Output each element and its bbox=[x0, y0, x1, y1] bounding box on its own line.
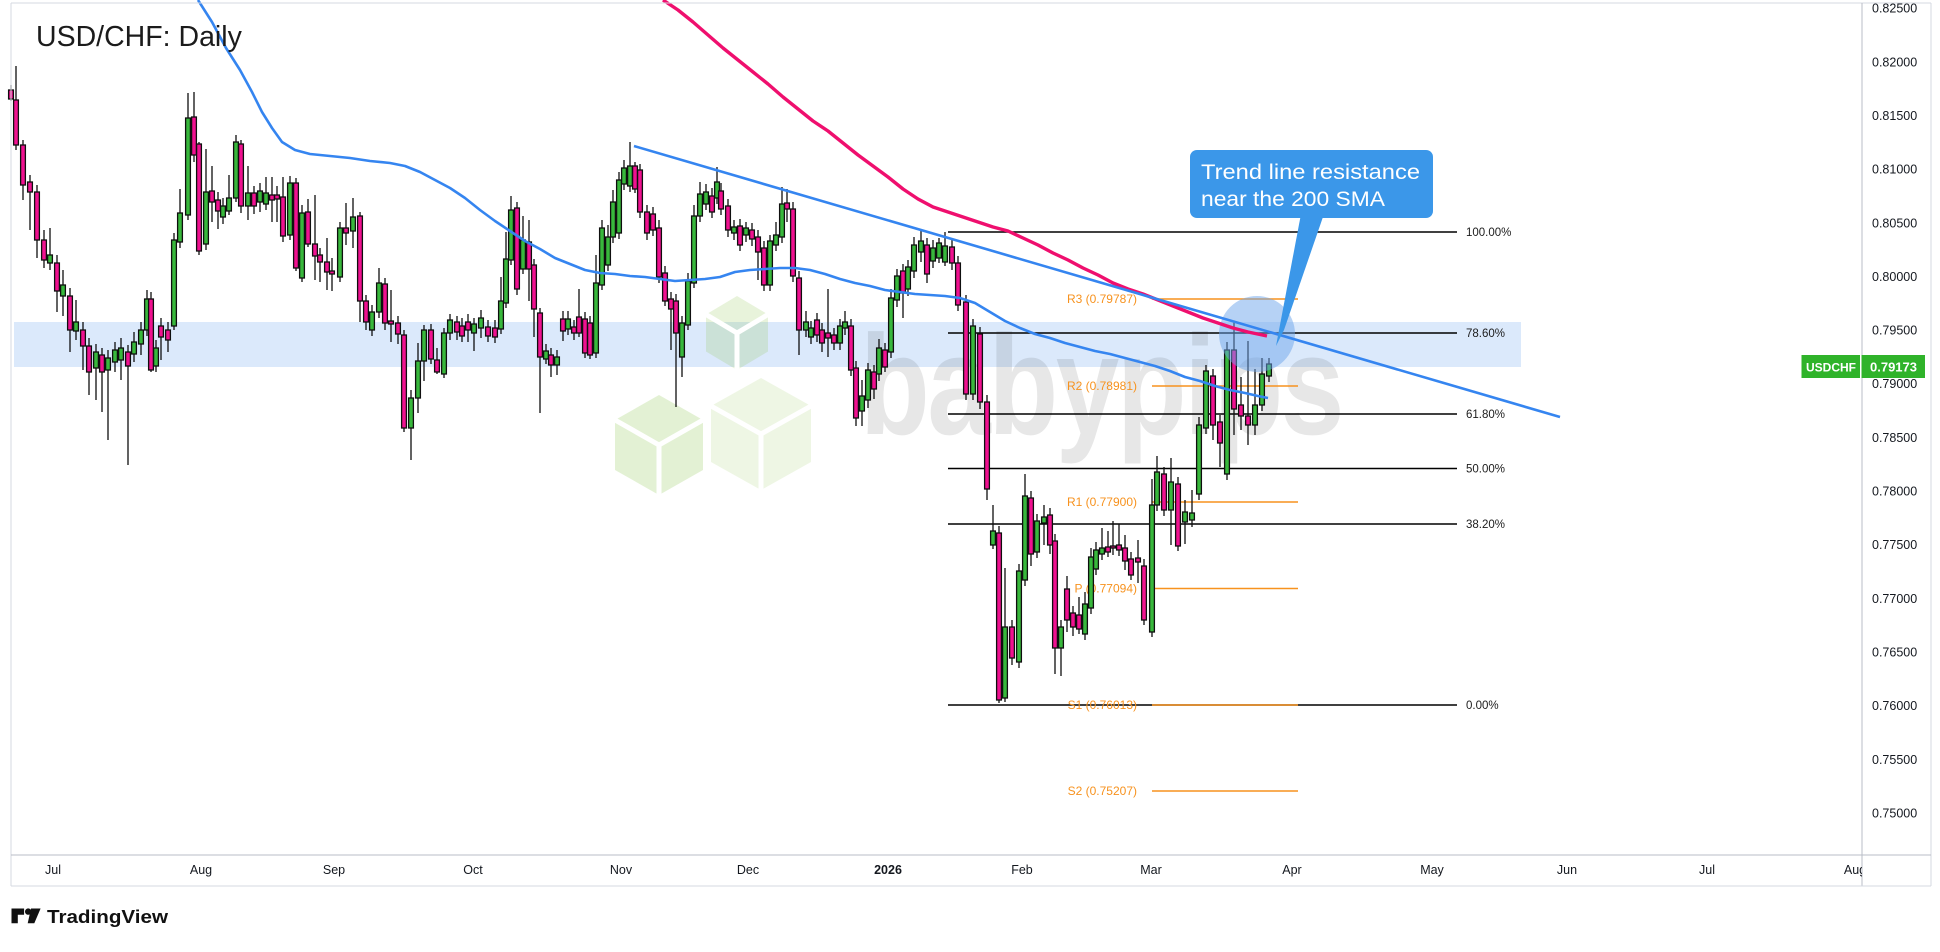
svg-text:0.77000: 0.77000 bbox=[1872, 592, 1917, 606]
svg-text:0.82000: 0.82000 bbox=[1872, 55, 1917, 69]
svg-text:Jun: Jun bbox=[1557, 863, 1577, 877]
svg-text:Aug: Aug bbox=[1844, 863, 1866, 877]
svg-text:Jul: Jul bbox=[45, 863, 61, 877]
svg-text:near the 200 SMA: near the 200 SMA bbox=[1201, 187, 1386, 211]
svg-text:0.79173: 0.79173 bbox=[1870, 360, 1917, 375]
svg-text:Oct: Oct bbox=[463, 863, 483, 877]
svg-text:0.76500: 0.76500 bbox=[1872, 646, 1917, 660]
svg-text:R1 (0.77900): R1 (0.77900) bbox=[1067, 495, 1137, 509]
svg-text:61.80%: 61.80% bbox=[1466, 409, 1505, 421]
svg-text:Trend line resistance: Trend line resistance bbox=[1201, 160, 1420, 184]
svg-text:S2 (0.75207): S2 (0.75207) bbox=[1068, 784, 1137, 798]
svg-text:Dec: Dec bbox=[737, 863, 759, 877]
svg-text:Sep: Sep bbox=[323, 863, 345, 877]
svg-text:0.79500: 0.79500 bbox=[1872, 324, 1917, 338]
svg-text:38.20%: 38.20% bbox=[1466, 519, 1505, 531]
svg-text:Jul: Jul bbox=[1699, 863, 1715, 877]
svg-text:Mar: Mar bbox=[1140, 863, 1162, 877]
svg-text:2026: 2026 bbox=[874, 863, 902, 877]
svg-text:Aug: Aug bbox=[190, 863, 212, 877]
svg-text:May: May bbox=[1420, 863, 1444, 877]
svg-text:0.81000: 0.81000 bbox=[1872, 163, 1917, 177]
svg-text:0.75500: 0.75500 bbox=[1872, 753, 1917, 767]
svg-text:USDCHF: USDCHF bbox=[1806, 361, 1856, 375]
svg-text:50.00%: 50.00% bbox=[1466, 464, 1505, 476]
svg-text:TradingView: TradingView bbox=[47, 907, 169, 927]
svg-text:0.75000: 0.75000 bbox=[1872, 806, 1917, 820]
svg-text:0.82500: 0.82500 bbox=[1872, 2, 1917, 16]
svg-text:Nov: Nov bbox=[610, 863, 633, 877]
svg-text:0.78500: 0.78500 bbox=[1872, 431, 1917, 445]
svg-text:0.77500: 0.77500 bbox=[1872, 538, 1917, 552]
svg-text:0.76000: 0.76000 bbox=[1872, 699, 1917, 713]
svg-text:0.80500: 0.80500 bbox=[1872, 216, 1917, 230]
svg-text:0.00%: 0.00% bbox=[1466, 700, 1499, 712]
svg-text:0.78000: 0.78000 bbox=[1872, 485, 1917, 499]
svg-text:R2 (0.78981): R2 (0.78981) bbox=[1067, 379, 1137, 393]
svg-text:Feb: Feb bbox=[1011, 863, 1033, 877]
svg-text:R3 (0.79787): R3 (0.79787) bbox=[1067, 292, 1137, 306]
svg-text:Apr: Apr bbox=[1282, 863, 1301, 877]
svg-text:S1 (0.76013): S1 (0.76013) bbox=[1068, 698, 1137, 712]
svg-text:USD/CHF: Daily: USD/CHF: Daily bbox=[36, 21, 243, 53]
svg-text:78.60%: 78.60% bbox=[1466, 328, 1505, 340]
svg-text:0.81500: 0.81500 bbox=[1872, 109, 1917, 123]
svg-text:100.00%: 100.00% bbox=[1466, 227, 1511, 239]
svg-text:0.80000: 0.80000 bbox=[1872, 270, 1917, 284]
svg-text:0.79000: 0.79000 bbox=[1872, 377, 1917, 391]
svg-text:P (0.77094): P (0.77094) bbox=[1075, 582, 1138, 596]
